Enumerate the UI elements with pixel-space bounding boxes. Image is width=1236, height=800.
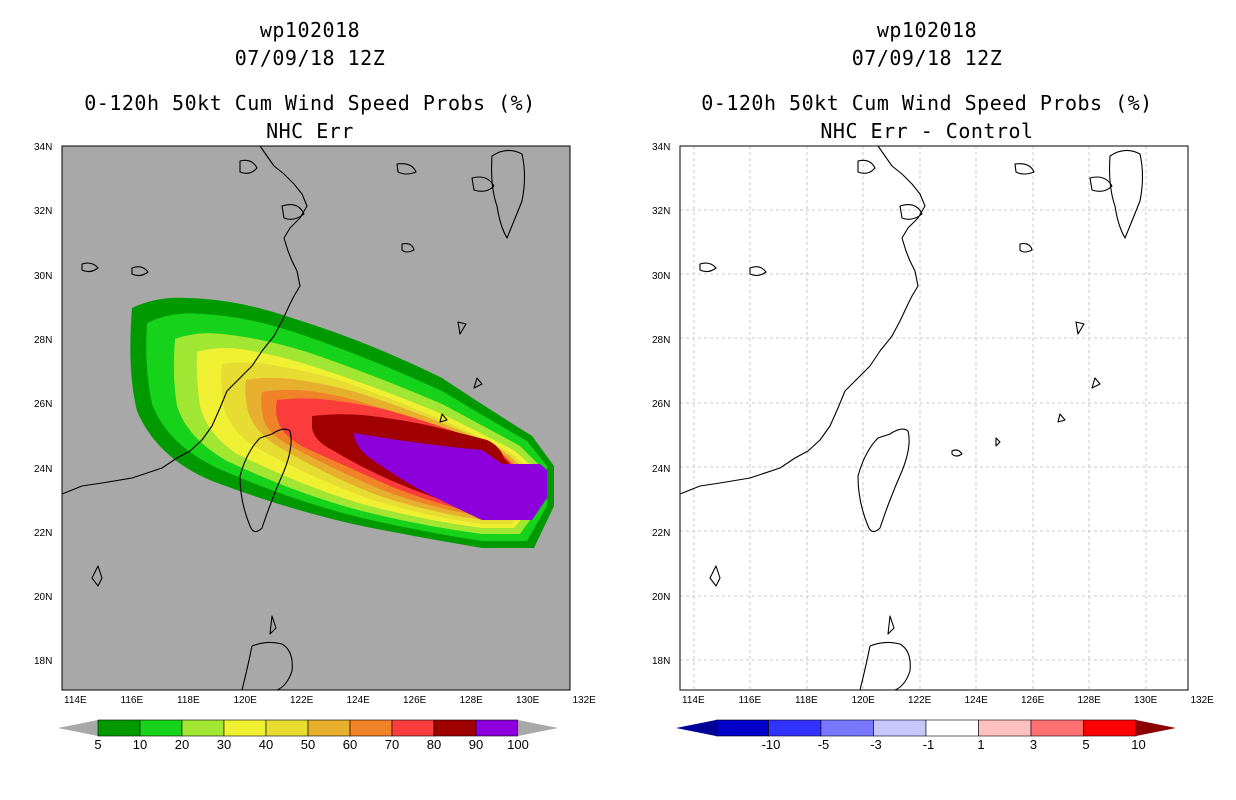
- right-colorbar-label: -1: [922, 737, 935, 752]
- right-lon-label: 118E: [795, 695, 818, 706]
- coastlines: [61, 145, 526, 691]
- left-colorbar-left-arrow: [58, 720, 98, 736]
- right-lon-label: 132E: [1190, 695, 1214, 706]
- left-product-title: 0-120h 50kt Cum Wind Speed Probs (%): [84, 91, 536, 115]
- left-lon-label: 126E: [403, 695, 427, 706]
- right-datetime: 07/09/18 12Z: [851, 46, 1003, 70]
- right-colorbar-label: 3: [1029, 737, 1038, 752]
- right-lon-label: 124E: [964, 695, 988, 706]
- right-colorbar-label: -10: [761, 737, 781, 752]
- left-colorbar-swatch: [223, 719, 267, 737]
- right-lat-label: 24N: [652, 463, 671, 475]
- right-lon-label: 116E: [738, 695, 762, 706]
- right-colorbar-label: 1: [977, 737, 985, 752]
- right-gridlines: [680, 146, 1188, 690]
- right-lon-label: 120E: [851, 695, 875, 706]
- left-lon-label: 114E: [64, 695, 87, 706]
- left-colorbar-swatch: [97, 719, 141, 737]
- right-storm-id: wp102018: [876, 18, 978, 42]
- right-lon-label: 128E: [1077, 695, 1101, 706]
- left-lon-label: 124E: [346, 695, 370, 706]
- right-colorbar-swatch: [978, 719, 1032, 737]
- left-colorbar-label: 50: [300, 737, 316, 752]
- right-colorbar-swatch: [1083, 719, 1137, 737]
- right-colorbar-swatch: [715, 719, 769, 737]
- left-colorbar-swatch: [433, 719, 477, 737]
- left-colorbar-label: 20: [174, 737, 190, 752]
- probability-swath: [130, 297, 554, 548]
- left-storm-id: wp102018: [259, 18, 361, 42]
- left-map: [61, 145, 571, 691]
- right-colorbar-label: 10: [1131, 737, 1146, 752]
- right-map: [679, 145, 1189, 691]
- left-lon-label: 122E: [290, 695, 314, 706]
- right-colorbar-left-arrow: [676, 720, 716, 736]
- right-colorbar-swatch: [873, 719, 927, 737]
- right-coastlines: [679, 145, 1144, 691]
- right-colorbar-swatch: [1030, 719, 1084, 737]
- left-lat-label: 20N: [34, 592, 53, 604]
- right-lat-label: 26N: [652, 399, 671, 411]
- right-map-background: [680, 146, 1188, 690]
- right-colorbar-label: 5: [1082, 737, 1090, 752]
- right-colorbar-label: -5: [817, 737, 830, 752]
- left-lat-label: 28N: [34, 334, 53, 346]
- left-lat-label: 24N: [34, 463, 53, 475]
- right-lon-label: 122E: [908, 695, 932, 706]
- right-colorbar: [676, 719, 1176, 737]
- left-lat-label: 32N: [34, 206, 53, 218]
- left-colorbar-swatch: [265, 719, 309, 737]
- right-lat-label: 30N: [652, 270, 671, 282]
- left-colorbar-swatch: [391, 719, 435, 737]
- left-lon-label: 130E: [516, 695, 540, 706]
- left-colorbar-right-arrow: [518, 720, 558, 736]
- prob-90: [354, 433, 547, 520]
- left-colorbar-label: 5: [94, 737, 102, 752]
- right-lat-label: 22N: [652, 527, 671, 539]
- right-colorbar-swatch: [820, 719, 874, 737]
- right-lat-label: 28N: [652, 334, 671, 346]
- left-lon-label: 132E: [572, 695, 596, 706]
- left-colorbar-swatch: [349, 719, 393, 737]
- left-lat-label: 26N: [34, 399, 53, 411]
- right-colorbar-right-arrow: [1136, 720, 1176, 736]
- right-lon-label: 126E: [1021, 695, 1045, 706]
- left-lon-label: 118E: [177, 695, 200, 706]
- left-colorbar: [58, 719, 558, 737]
- right-lat-label: 34N: [652, 142, 671, 153]
- left-lon-label: 116E: [120, 695, 144, 706]
- right-colorbar-label: -3: [870, 737, 882, 752]
- left-colorbar-label: 80: [426, 737, 442, 752]
- left-colorbar-label: 90: [468, 737, 484, 752]
- right-colorbar-swatch: [768, 719, 822, 737]
- left-lat-label: 30N: [34, 270, 53, 282]
- right-product-title: 0-120h 50kt Cum Wind Speed Probs (%): [701, 91, 1153, 115]
- right-lon-label: 130E: [1134, 695, 1158, 706]
- left-colorbar-swatch: [475, 719, 519, 737]
- right-lon-label: 114E: [682, 695, 705, 706]
- left-colorbar-swatch: [307, 719, 351, 737]
- left-lat-label: 34N: [34, 142, 53, 153]
- left-subtitle: NHC Err: [266, 119, 354, 143]
- left-colorbar-label: 60: [342, 737, 358, 752]
- left-lon-label: 120E: [233, 695, 257, 706]
- left-colorbar-label: 30: [216, 737, 232, 752]
- left-colorbar-label: 100: [507, 737, 529, 752]
- left-colorbar-swatch: [181, 719, 225, 737]
- left-lat-label: 22N: [34, 527, 53, 539]
- left-lat-label: 18N: [34, 656, 53, 668]
- right-subtitle: NHC Err - Control: [820, 119, 1034, 143]
- left-colorbar-swatch: [139, 719, 183, 737]
- right-lat-label: 32N: [652, 206, 671, 218]
- left-colorbar-label: 10: [132, 737, 148, 752]
- left-datetime: 07/09/18 12Z: [234, 46, 386, 70]
- right-colorbar-swatch: [925, 719, 979, 737]
- right-lat-label: 20N: [652, 592, 671, 604]
- left-lon-label: 128E: [459, 695, 483, 706]
- left-colorbar-label: 70: [384, 737, 400, 752]
- left-colorbar-label: 40: [258, 737, 274, 752]
- right-lat-label: 18N: [652, 656, 671, 668]
